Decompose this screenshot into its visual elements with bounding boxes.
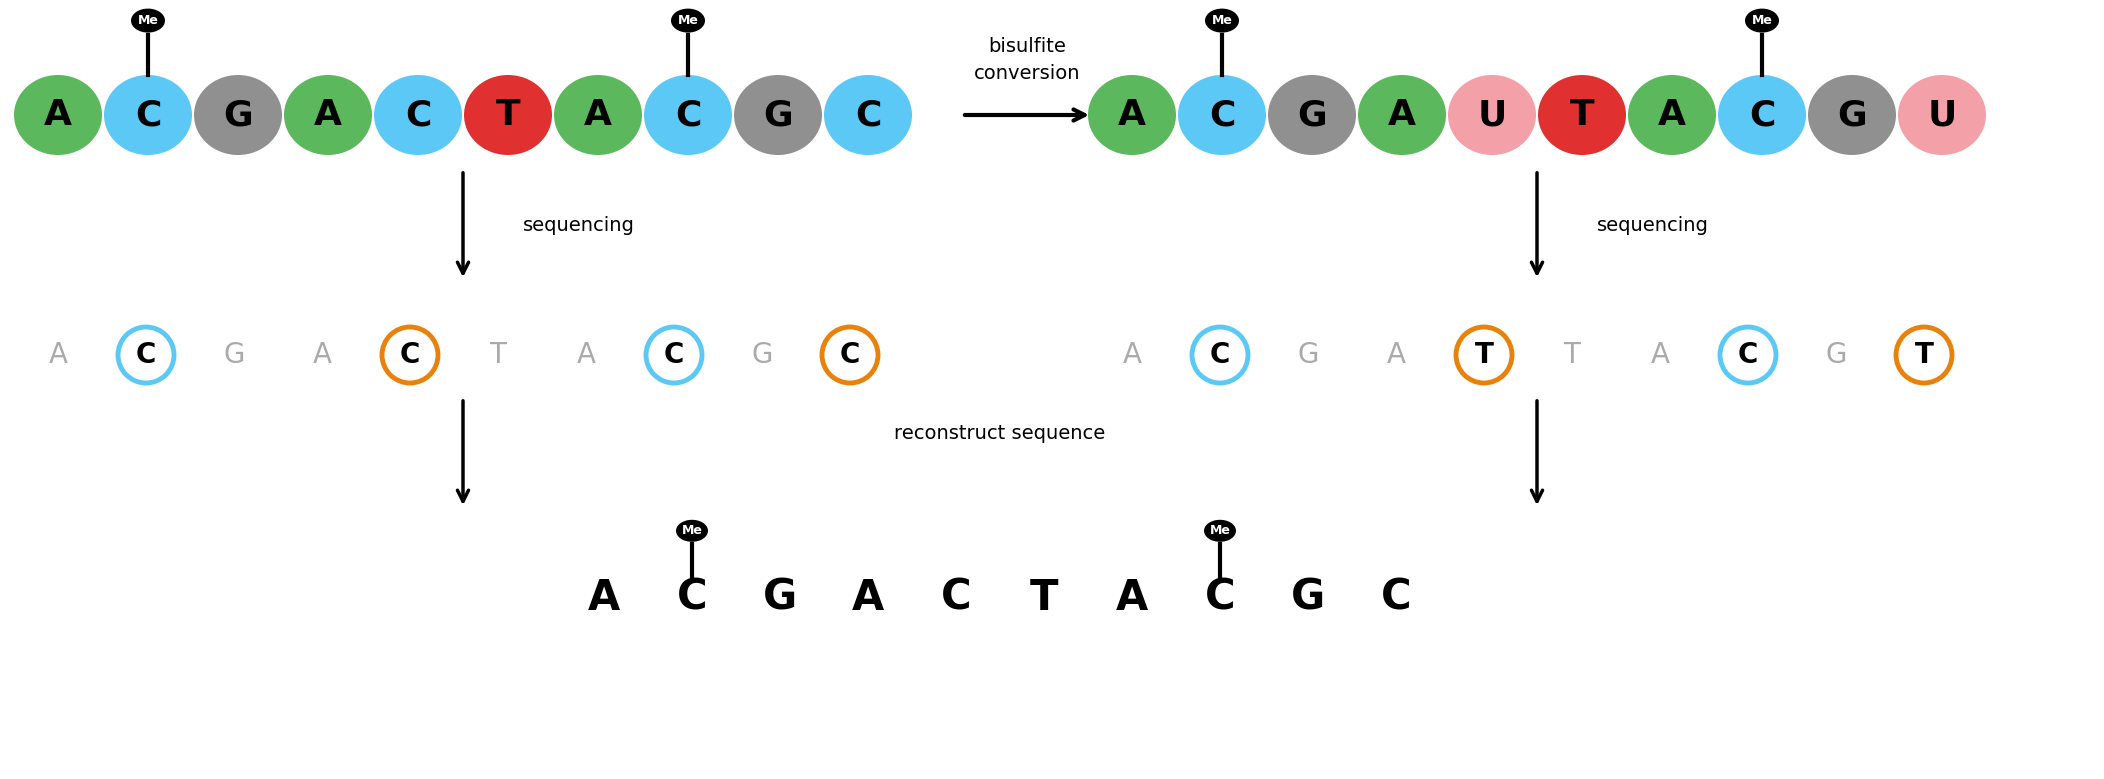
Circle shape	[646, 327, 703, 383]
Text: T: T	[497, 98, 520, 132]
Text: reconstruct sequence: reconstruct sequence	[894, 424, 1105, 442]
Text: C: C	[675, 98, 701, 132]
Text: G: G	[1298, 341, 1319, 369]
Ellipse shape	[1744, 9, 1780, 33]
Ellipse shape	[1538, 75, 1626, 155]
Ellipse shape	[1178, 75, 1267, 155]
Text: A: A	[1115, 577, 1149, 619]
Text: Me: Me	[1751, 14, 1772, 27]
Text: A: A	[852, 577, 884, 619]
Circle shape	[383, 327, 438, 383]
Text: T: T	[1570, 98, 1595, 132]
Text: G: G	[1292, 577, 1326, 619]
Circle shape	[1719, 327, 1776, 383]
Circle shape	[1193, 327, 1248, 383]
Text: G: G	[223, 98, 252, 132]
Ellipse shape	[15, 75, 101, 155]
Ellipse shape	[1807, 75, 1896, 155]
Ellipse shape	[130, 9, 164, 33]
Text: C: C	[1210, 341, 1231, 369]
Text: T: T	[1915, 341, 1934, 369]
Ellipse shape	[103, 75, 191, 155]
Text: U: U	[1927, 98, 1957, 132]
Ellipse shape	[644, 75, 732, 155]
Text: G: G	[1837, 98, 1866, 132]
Text: C: C	[1380, 577, 1412, 619]
Ellipse shape	[1719, 75, 1805, 155]
Text: sequencing: sequencing	[1597, 216, 1708, 234]
Ellipse shape	[284, 75, 372, 155]
Ellipse shape	[1206, 9, 1239, 33]
Ellipse shape	[1628, 75, 1717, 155]
Text: G: G	[751, 341, 772, 369]
Text: C: C	[137, 341, 156, 369]
Ellipse shape	[553, 75, 642, 155]
Text: G: G	[1826, 341, 1847, 369]
Text: G: G	[764, 577, 797, 619]
Text: Me: Me	[1210, 524, 1231, 538]
Text: C: C	[665, 341, 684, 369]
Text: C: C	[839, 341, 861, 369]
Ellipse shape	[1269, 75, 1355, 155]
Text: Me: Me	[137, 14, 158, 27]
Ellipse shape	[1357, 75, 1445, 155]
Text: A: A	[1658, 98, 1685, 132]
Text: Me: Me	[677, 14, 699, 27]
Ellipse shape	[194, 75, 282, 155]
Text: A: A	[1650, 341, 1668, 369]
Text: G: G	[1298, 98, 1328, 132]
Text: A: A	[44, 98, 72, 132]
Text: C: C	[404, 98, 431, 132]
Text: A: A	[587, 577, 621, 619]
Text: C: C	[400, 341, 421, 369]
Circle shape	[118, 327, 175, 383]
Text: C: C	[1748, 98, 1776, 132]
Text: C: C	[135, 98, 162, 132]
Text: C: C	[1206, 577, 1235, 619]
Ellipse shape	[375, 75, 463, 155]
Ellipse shape	[1898, 75, 1986, 155]
Circle shape	[1456, 327, 1513, 383]
Ellipse shape	[675, 520, 709, 542]
Ellipse shape	[1088, 75, 1176, 155]
Text: T: T	[490, 341, 507, 369]
Text: Me: Me	[682, 524, 703, 538]
Text: G: G	[223, 341, 244, 369]
Text: A: A	[1387, 341, 1405, 369]
Ellipse shape	[1448, 75, 1536, 155]
Text: G: G	[764, 98, 793, 132]
Text: A: A	[48, 341, 67, 369]
Text: C: C	[1210, 98, 1235, 132]
Ellipse shape	[825, 75, 911, 155]
Ellipse shape	[465, 75, 551, 155]
Text: C: C	[1738, 341, 1759, 369]
Ellipse shape	[734, 75, 823, 155]
Text: C: C	[940, 577, 972, 619]
Text: Me: Me	[1212, 14, 1233, 27]
Text: A: A	[585, 98, 612, 132]
Text: T: T	[1563, 341, 1580, 369]
Text: sequencing: sequencing	[524, 216, 635, 234]
Text: T: T	[1029, 577, 1058, 619]
Text: A: A	[313, 98, 343, 132]
Ellipse shape	[671, 9, 705, 33]
Text: bisulfite
conversion: bisulfite conversion	[974, 37, 1079, 83]
Text: U: U	[1477, 98, 1506, 132]
Text: T: T	[1475, 341, 1494, 369]
Text: A: A	[1124, 341, 1142, 369]
Text: A: A	[1389, 98, 1416, 132]
Text: A: A	[576, 341, 595, 369]
Ellipse shape	[1203, 520, 1235, 542]
Circle shape	[1896, 327, 1953, 383]
Text: C: C	[677, 577, 707, 619]
Text: A: A	[1117, 98, 1147, 132]
Text: C: C	[854, 98, 882, 132]
Text: A: A	[313, 341, 332, 369]
Circle shape	[823, 327, 877, 383]
